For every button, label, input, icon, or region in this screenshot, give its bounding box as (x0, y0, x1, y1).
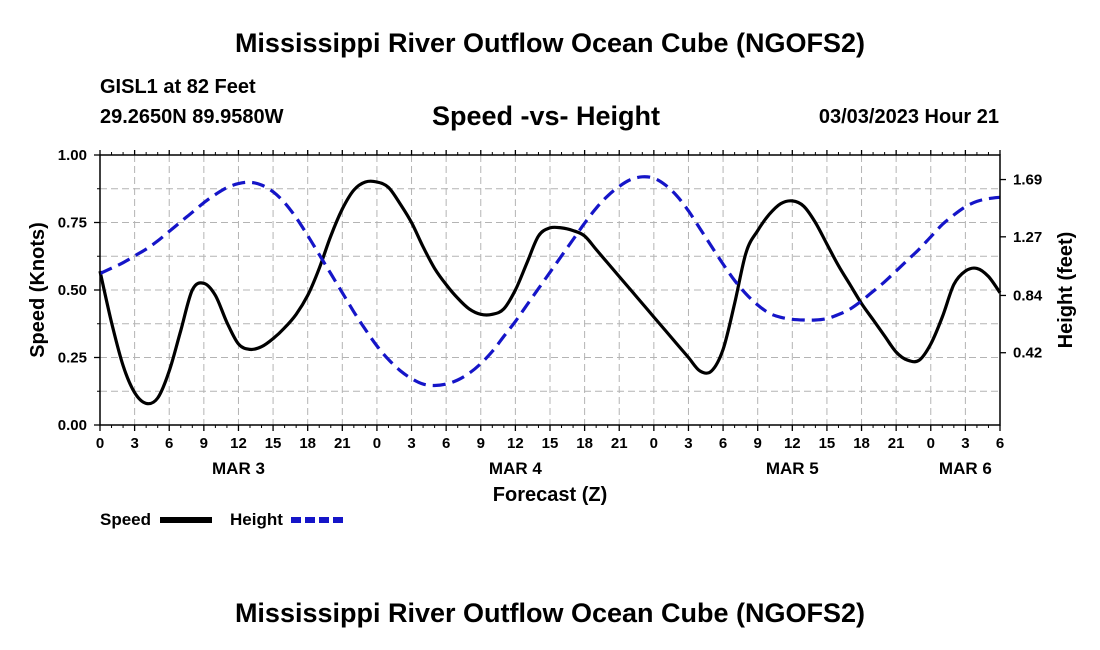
y-right-tick-label: 0.84 (1013, 287, 1043, 304)
x-tick-label: 15 (542, 435, 559, 452)
station-label: GISL1 at 82 Feet (100, 76, 256, 98)
x-tick-label: 6 (996, 435, 1004, 452)
legend-speed-label: Speed (100, 510, 152, 529)
x-tick-label: 15 (265, 435, 282, 452)
y-right-tick-label: 1.27 (1013, 229, 1042, 246)
x-day-label: MAR 5 (766, 459, 819, 478)
x-tick-label: 3 (407, 435, 415, 452)
x-tick-label: 9 (754, 435, 762, 452)
x-tick-label: 18 (576, 435, 593, 452)
x-tick-label: 0 (650, 435, 658, 452)
legend-height-label: Height (230, 510, 283, 529)
y-right-axis-title: Height (feet) (1055, 232, 1077, 349)
x-tick-label: 3 (684, 435, 692, 452)
x-tick-label: 12 (784, 435, 801, 452)
station-coordinates: 29.2650N 89.9580W (100, 106, 284, 128)
y-left-tick-label: 0.50 (58, 282, 87, 299)
y-left-axis-title: Speed (Knots) (27, 222, 49, 358)
x-tick-label: 12 (230, 435, 247, 452)
x-tick-label: 12 (507, 435, 524, 452)
y-right-tick-label: 0.42 (1013, 345, 1042, 362)
footer-title: Mississippi River Outflow Ocean Cube (NG… (234, 598, 866, 628)
series-line-speed (98, 179, 1002, 406)
x-day-label: MAR 6 (939, 459, 992, 478)
x-tick-label: 0 (373, 435, 381, 452)
x-tick-label: 0 (927, 435, 935, 452)
x-day-label: MAR 4 (489, 459, 542, 478)
chart-grid (100, 155, 1000, 425)
x-tick-label: 15 (819, 435, 836, 452)
y-left-tick-label: 0.00 (58, 417, 87, 434)
x-tick-label: 6 (719, 435, 727, 452)
x-tick-label: 6 (165, 435, 173, 452)
x-tick-label: 3 (130, 435, 138, 452)
x-tick-label: 18 (853, 435, 870, 452)
chart-title: Mississippi River Outflow Ocean Cube (NG… (234, 28, 866, 58)
axis-labels: 0 3 6 9 12 15 18 21 0 3 6 9 12 15 18 21 0 3 6 9 12 15 18 21 0 3 6M… (27, 147, 1077, 506)
x-axis-title: Forecast (Z) (493, 484, 607, 506)
y-right-tick-label: 1.69 (1013, 172, 1042, 189)
x-tick-label: 0 (96, 435, 104, 452)
x-tick-label: 21 (888, 435, 905, 452)
x-tick-label: 18 (299, 435, 316, 452)
y-left-tick-label: 0.75 (58, 215, 87, 232)
x-tick-label: 3 (961, 435, 969, 452)
y-left-tick-label: 0.25 (58, 350, 87, 367)
x-tick-label: 21 (611, 435, 628, 452)
x-day-label: MAR 3 (212, 459, 265, 478)
y-left-tick-label: 1.00 (58, 147, 87, 164)
chart-series (98, 175, 1002, 406)
x-tick-label: 21 (334, 435, 351, 452)
series-line-height (99, 175, 1001, 388)
axis-ticks (94, 150, 1006, 431)
x-tick-label: 9 (200, 435, 208, 452)
x-tick-label: 6 (442, 435, 450, 452)
x-tick-label: 9 (477, 435, 485, 452)
chart-subtitle: Speed -vs- Height (432, 101, 661, 131)
forecast-datetime: 03/03/2023 Hour 21 (818, 106, 999, 128)
